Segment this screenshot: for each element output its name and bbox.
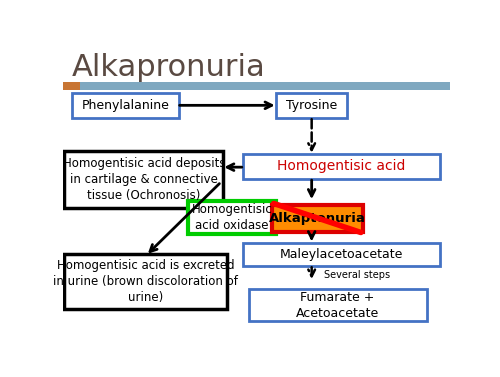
- Bar: [62, 81, 450, 90]
- Text: Alkapronuria: Alkapronuria: [72, 52, 266, 81]
- Text: Maleylacetoacetate: Maleylacetoacetate: [280, 248, 403, 261]
- Text: Phenylalanine: Phenylalanine: [82, 99, 170, 112]
- Text: Tyrosine: Tyrosine: [286, 99, 337, 112]
- FancyBboxPatch shape: [276, 93, 347, 118]
- Text: Homogentisic acid deposits
in cartilage & connective
tissue (Ochronosis): Homogentisic acid deposits in cartilage …: [62, 157, 225, 202]
- Text: Homogentisic acid is excreted
in urine (brown discoloration of
urine): Homogentisic acid is excreted in urine (…: [54, 259, 238, 304]
- FancyBboxPatch shape: [188, 201, 276, 234]
- FancyBboxPatch shape: [64, 254, 227, 310]
- FancyBboxPatch shape: [248, 289, 427, 321]
- FancyBboxPatch shape: [64, 151, 224, 208]
- Text: Homogentisic acid: Homogentisic acid: [278, 159, 406, 173]
- FancyBboxPatch shape: [72, 93, 179, 118]
- Text: Alkaptonuria: Alkaptonuria: [269, 212, 366, 225]
- Text: Fumarate +
Acetoacetate: Fumarate + Acetoacetate: [296, 291, 380, 320]
- Text: Homogentisic
acid oxidase: Homogentisic acid oxidase: [192, 203, 272, 232]
- Text: Several steps: Several steps: [324, 270, 390, 280]
- FancyBboxPatch shape: [242, 154, 440, 179]
- FancyBboxPatch shape: [242, 243, 440, 266]
- FancyBboxPatch shape: [272, 205, 363, 233]
- Bar: [62, 81, 80, 90]
